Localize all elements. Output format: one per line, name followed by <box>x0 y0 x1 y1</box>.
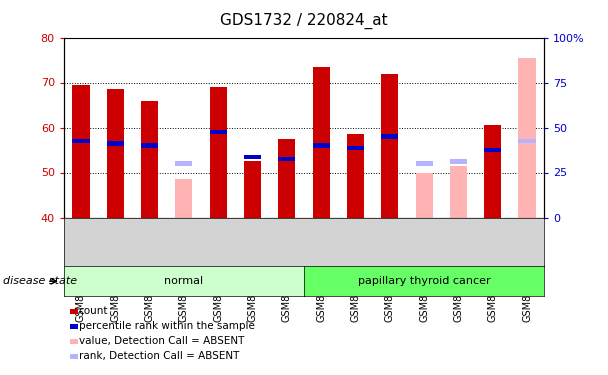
Bar <box>415 161 433 166</box>
Bar <box>210 130 227 134</box>
Bar <box>72 139 89 143</box>
Bar <box>244 154 261 159</box>
Bar <box>381 74 398 217</box>
Bar <box>313 143 330 148</box>
Bar <box>381 134 398 139</box>
Bar <box>519 58 536 217</box>
Bar <box>141 100 158 218</box>
Bar <box>347 134 364 218</box>
Bar <box>450 166 467 218</box>
Text: papillary thyroid cancer: papillary thyroid cancer <box>358 276 491 286</box>
Bar <box>175 161 193 166</box>
Bar <box>484 125 501 218</box>
Text: normal: normal <box>164 276 204 286</box>
Bar <box>210 87 227 218</box>
Bar <box>415 172 433 217</box>
Text: value, Detection Call = ABSENT: value, Detection Call = ABSENT <box>78 336 244 346</box>
Bar <box>141 143 158 148</box>
Text: rank, Detection Call = ABSENT: rank, Detection Call = ABSENT <box>78 351 239 361</box>
Bar <box>278 139 295 218</box>
Text: disease state: disease state <box>3 276 77 286</box>
Bar <box>244 161 261 218</box>
Text: percentile rank within the sample: percentile rank within the sample <box>78 321 255 331</box>
Bar <box>107 89 124 218</box>
Bar <box>175 179 193 218</box>
Bar <box>450 159 467 164</box>
Text: count: count <box>78 306 108 316</box>
Text: GDS1732 / 220824_at: GDS1732 / 220824_at <box>220 13 388 29</box>
Bar <box>313 67 330 218</box>
Bar <box>107 141 124 146</box>
Bar <box>484 148 501 152</box>
Bar <box>278 157 295 161</box>
Bar <box>519 139 536 143</box>
Bar <box>72 85 89 218</box>
Bar <box>347 146 364 150</box>
